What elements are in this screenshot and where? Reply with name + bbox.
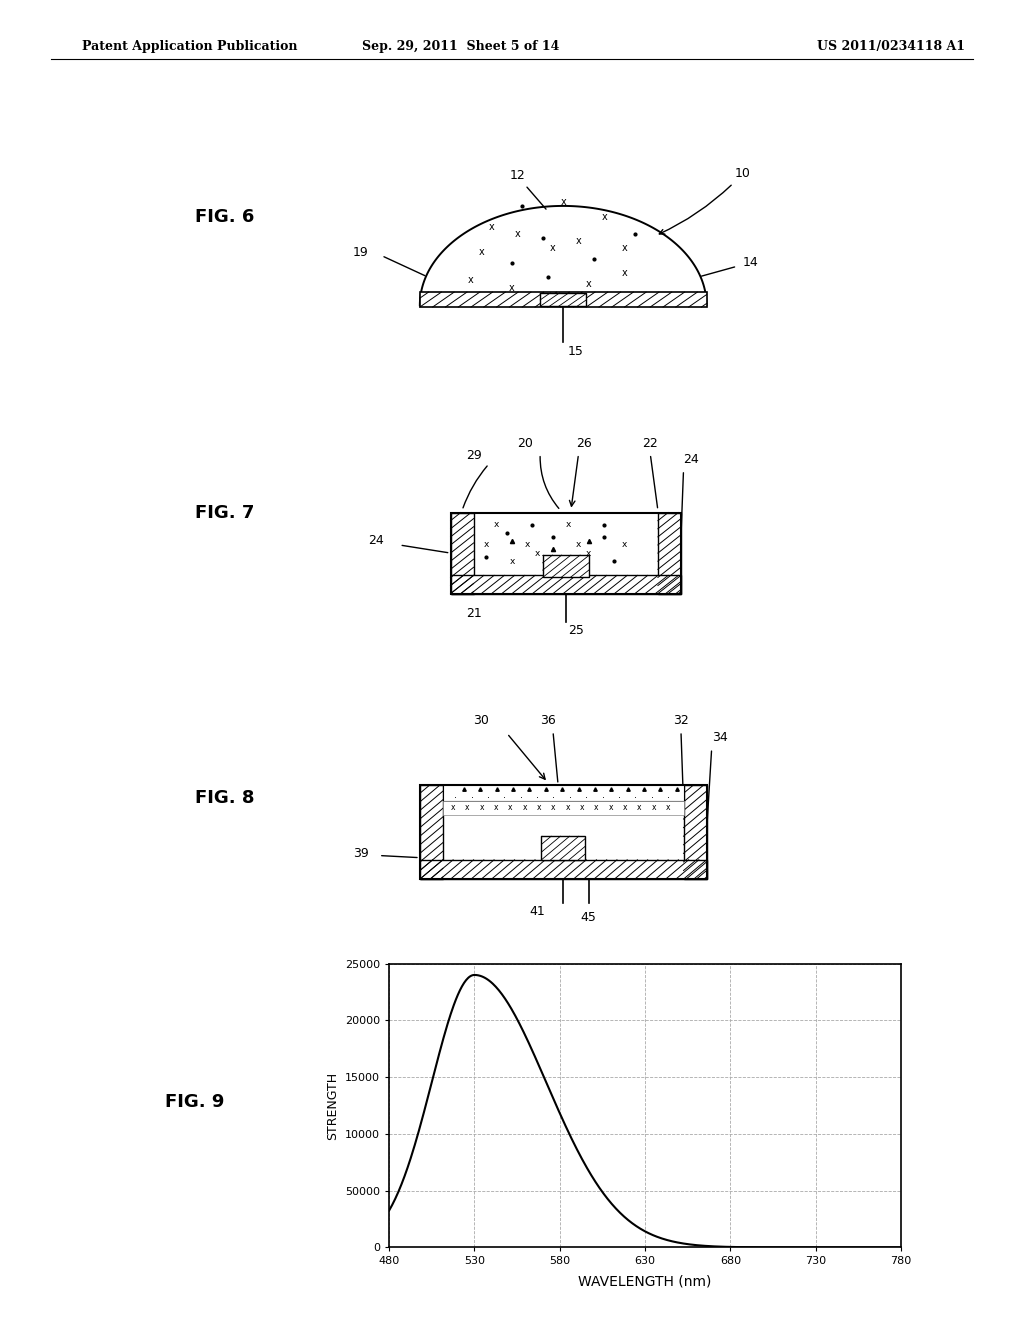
Text: 25: 25 — [568, 623, 584, 636]
Text: x: x — [524, 289, 530, 300]
Text: 21: 21 — [466, 607, 481, 620]
Text: 19: 19 — [353, 246, 369, 259]
Text: x: x — [608, 804, 613, 812]
Text: .: . — [602, 791, 604, 800]
Text: 45: 45 — [581, 911, 597, 924]
Text: x: x — [570, 293, 577, 304]
Text: x: x — [575, 236, 582, 247]
Text: x: x — [537, 804, 542, 812]
Polygon shape — [420, 206, 707, 305]
Text: .: . — [471, 791, 473, 800]
Text: 22: 22 — [642, 437, 658, 450]
Bar — [420, 859, 707, 879]
Bar — [420, 784, 707, 879]
Text: .: . — [537, 791, 539, 800]
Text: 34: 34 — [712, 731, 727, 744]
Bar — [451, 512, 681, 594]
Bar — [451, 576, 681, 594]
Text: x: x — [488, 222, 495, 232]
Text: x: x — [514, 230, 520, 239]
Text: 24: 24 — [369, 535, 384, 548]
Text: FIG. 9: FIG. 9 — [165, 1093, 224, 1111]
Bar — [541, 293, 586, 306]
Text: .: . — [668, 791, 670, 800]
Text: .: . — [618, 791, 621, 800]
Y-axis label: STRENGTH: STRENGTH — [327, 1072, 339, 1139]
Bar — [684, 784, 707, 879]
Text: x: x — [575, 540, 582, 549]
Text: 32: 32 — [673, 714, 689, 727]
Text: FIG. 6: FIG. 6 — [195, 207, 254, 226]
Text: x: x — [451, 804, 456, 812]
Text: 10: 10 — [659, 168, 751, 234]
Text: x: x — [509, 282, 515, 293]
Text: x: x — [622, 268, 628, 279]
Text: x: x — [623, 804, 628, 812]
Text: x: x — [478, 247, 484, 257]
Text: x: x — [535, 549, 541, 557]
Text: 15: 15 — [568, 345, 584, 358]
Text: x: x — [494, 520, 500, 529]
Text: x: x — [565, 804, 570, 812]
Text: 29: 29 — [466, 449, 481, 462]
Text: 26: 26 — [575, 437, 592, 450]
Text: .: . — [455, 791, 457, 800]
Text: 20: 20 — [517, 437, 532, 450]
Text: US 2011/0234118 A1: US 2011/0234118 A1 — [817, 40, 965, 53]
Text: x: x — [479, 804, 484, 812]
Text: 14: 14 — [742, 256, 758, 269]
Text: .: . — [487, 791, 489, 800]
Bar — [542, 837, 585, 859]
Bar — [442, 801, 684, 814]
Text: .: . — [569, 791, 571, 800]
Text: 30: 30 — [473, 714, 489, 727]
X-axis label: WAVELENGTH (nm): WAVELENGTH (nm) — [579, 1275, 712, 1288]
Text: x: x — [666, 804, 671, 812]
Text: x: x — [465, 804, 470, 812]
Bar — [420, 292, 707, 308]
Bar — [658, 512, 681, 594]
Text: x: x — [524, 540, 530, 549]
Text: x: x — [483, 540, 489, 549]
Text: x: x — [622, 540, 628, 549]
Text: x: x — [594, 804, 599, 812]
Bar — [543, 556, 589, 577]
Text: Sep. 29, 2011  Sheet 5 of 14: Sep. 29, 2011 Sheet 5 of 14 — [362, 40, 559, 53]
Text: x: x — [637, 804, 642, 812]
Text: .: . — [586, 791, 588, 800]
Text: 24: 24 — [684, 453, 699, 466]
Text: x: x — [651, 804, 656, 812]
Text: Patent Application Publication: Patent Application Publication — [82, 40, 297, 53]
Text: .: . — [635, 791, 637, 800]
Text: x: x — [494, 804, 499, 812]
Text: x: x — [601, 211, 607, 222]
Text: FIG. 8: FIG. 8 — [195, 788, 254, 807]
Text: 41: 41 — [529, 904, 546, 917]
Text: .: . — [553, 791, 555, 800]
Text: 39: 39 — [353, 847, 369, 859]
Text: x: x — [565, 520, 571, 529]
Text: x: x — [560, 198, 566, 207]
Text: x: x — [508, 804, 513, 812]
Text: 12: 12 — [509, 169, 546, 209]
Text: FIG. 7: FIG. 7 — [195, 503, 254, 521]
Bar — [442, 784, 684, 801]
Text: .: . — [520, 791, 522, 800]
Text: x: x — [586, 279, 592, 289]
Text: 36: 36 — [540, 714, 556, 727]
Text: x: x — [468, 276, 474, 285]
Bar — [451, 512, 473, 594]
Text: x: x — [551, 804, 556, 812]
Bar — [420, 784, 443, 879]
Text: x: x — [622, 243, 628, 253]
Text: x: x — [509, 557, 515, 566]
Text: x: x — [483, 293, 489, 304]
Text: x: x — [586, 549, 592, 557]
Text: .: . — [504, 791, 506, 800]
Text: x: x — [522, 804, 527, 812]
Text: x: x — [580, 804, 585, 812]
Text: x: x — [550, 243, 556, 253]
Text: .: . — [651, 791, 653, 800]
Text: x: x — [611, 293, 617, 304]
